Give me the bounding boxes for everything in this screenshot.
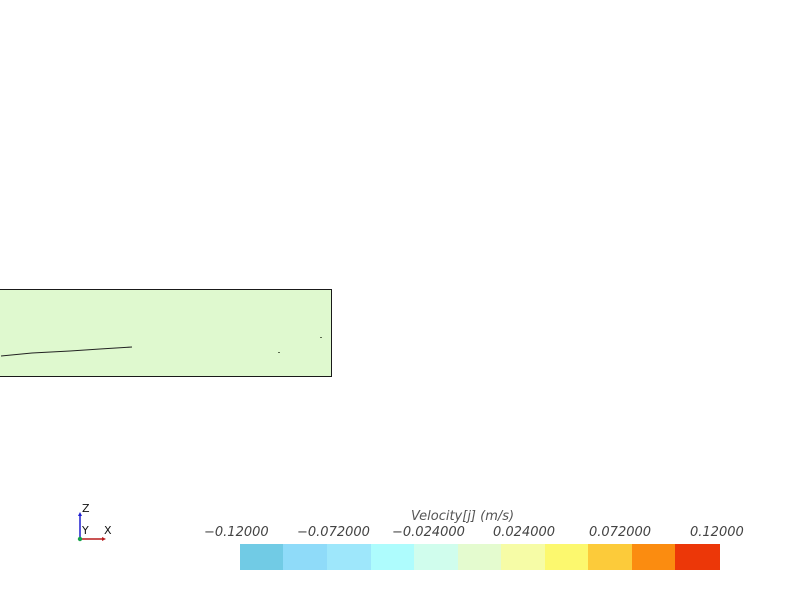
velocity-colorbar (240, 544, 720, 570)
mesh-mark (278, 352, 280, 353)
legend-ticks: −0.12000 −0.072000 −0.024000 0.024000 0.… (204, 526, 754, 542)
axis-x-label: X (104, 524, 112, 537)
colorbar-swatch (501, 544, 545, 570)
colorbar-swatch (588, 544, 632, 570)
axis-triad-graphic (77, 512, 106, 542)
colorbar-swatch (371, 544, 414, 570)
colorbar-swatch (283, 544, 327, 570)
legend-tick: −0.072000 (297, 525, 370, 540)
colorbar-swatch (545, 544, 588, 570)
axis-triad: Z Y X (72, 502, 124, 546)
colorbar-swatch (414, 544, 458, 570)
colorbar-swatch (327, 544, 371, 570)
legend-tick: −0.024000 (392, 525, 465, 540)
legend-tick: 0.072000 (589, 525, 652, 540)
legend-tick: 0.024000 (493, 525, 556, 540)
colorbar-swatch (632, 544, 675, 570)
fluid-domain-slice (0, 289, 332, 377)
geometry-edge-line (0, 346, 133, 357)
legend-tick: −0.12000 (204, 525, 269, 540)
mesh-mark (320, 337, 322, 338)
axis-z-label: Z (82, 502, 90, 515)
legend-tick: 0.12000 (690, 525, 744, 540)
legend-title: Velocity[j] (m/s) (411, 509, 515, 524)
colorbar-swatch (458, 544, 501, 570)
colorbar-swatch (240, 544, 283, 570)
axis-y-label: Y (82, 524, 89, 537)
colorbar-swatch (675, 544, 720, 570)
